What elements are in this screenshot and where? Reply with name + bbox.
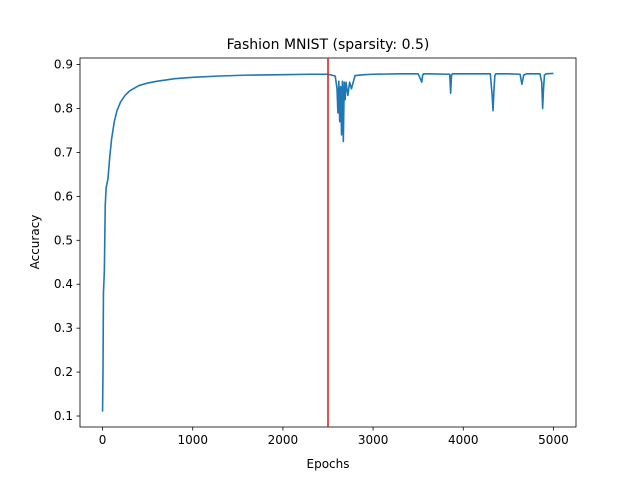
- x-tick-label: 5000: [538, 433, 569, 447]
- y-tick-label: 0.6: [54, 189, 73, 203]
- x-tick-label: 3000: [358, 433, 389, 447]
- x-tick-label: 4000: [448, 433, 479, 447]
- y-tick-label: 0.8: [54, 102, 73, 116]
- y-tick-label: 0.3: [54, 321, 73, 335]
- y-tick-label: 0.5: [54, 233, 73, 247]
- y-tick-label: 0.7: [54, 145, 73, 159]
- y-tick-label: 0.4: [54, 277, 73, 291]
- y-tick-label: 0.1: [54, 409, 73, 423]
- y-tick-label: 0.2: [54, 365, 73, 379]
- x-tick-label: 0: [99, 433, 107, 447]
- series-layer: [101, 72, 554, 412]
- x-tick-label: 2000: [268, 433, 299, 447]
- x-tick-label: 1000: [177, 433, 208, 447]
- plot-area: 0 1000 2000 3000 4000 5000 0.1 0.2 0.3 0.4 0.5 0.6…: [54, 58, 577, 447]
- y-tick-label: 0.9: [54, 58, 73, 72]
- x-axis-ticks: 0 1000 2000 3000 4000 5000: [99, 427, 569, 447]
- y-axis-ticks: 0.1 0.2 0.3 0.4 0.5 0.6 0.7 0.8 0.9: [54, 58, 80, 423]
- x-axis-label: Epochs: [307, 457, 350, 471]
- series-line-0: [101, 72, 554, 412]
- y-axis-label: Accuracy: [28, 215, 42, 270]
- chart-title: Fashion MNIST (sparsity: 0.5): [227, 37, 430, 53]
